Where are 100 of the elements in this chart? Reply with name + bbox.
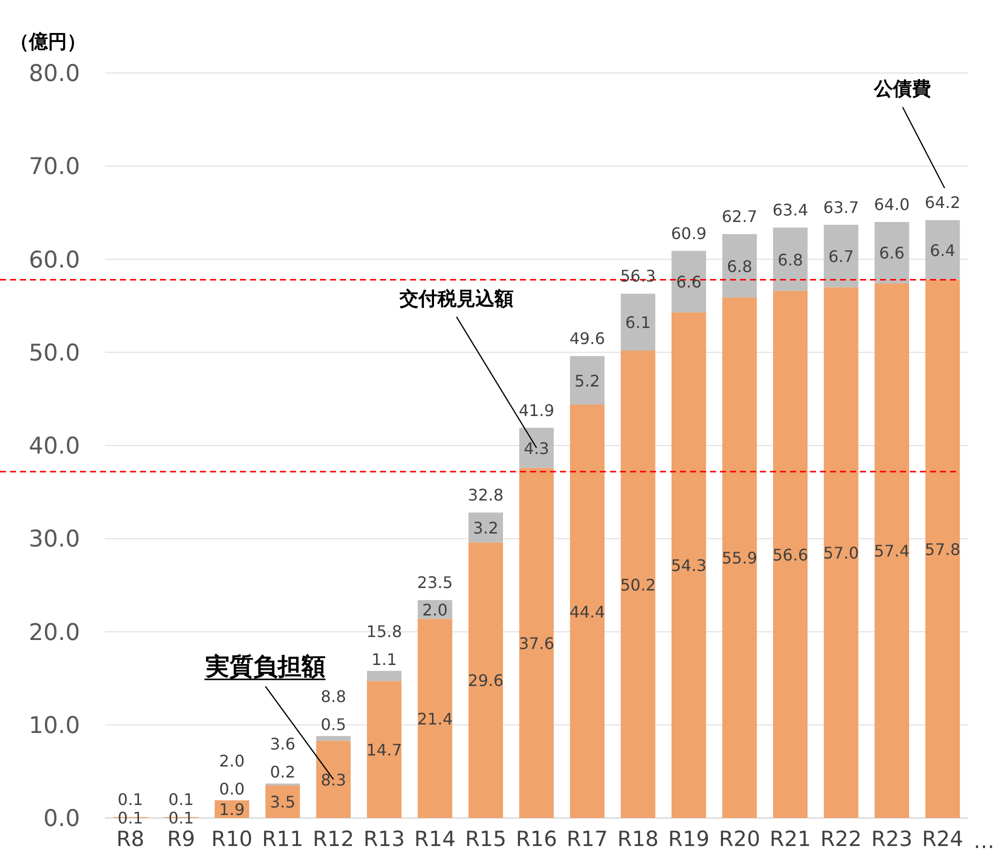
data-label: 44.4 xyxy=(569,602,606,622)
bar xyxy=(570,404,605,818)
y-tick-label: 20.0 xyxy=(28,620,80,646)
total-label: 63.4 xyxy=(772,200,808,220)
bar xyxy=(672,312,706,818)
data-label: 56.6 xyxy=(772,545,808,564)
data-label: 57.0 xyxy=(823,544,859,563)
x-tick-label: R10 xyxy=(211,827,253,851)
bar xyxy=(366,681,402,818)
total-label: 2.0 xyxy=(219,751,245,770)
x-tick-label: R18 xyxy=(617,827,659,851)
total-label: 8.8 xyxy=(320,687,346,706)
data-label: 57.8 xyxy=(924,540,960,559)
y-tick-label: 80.0 xyxy=(28,61,80,87)
data-label: 6.7 xyxy=(828,246,854,266)
x-tick-label: R16 xyxy=(516,827,558,851)
data-label: 6.4 xyxy=(930,240,956,260)
total-label: 63.7 xyxy=(823,198,859,217)
bar xyxy=(316,736,351,741)
data-label: 6.6 xyxy=(676,272,702,292)
total-label: 60.9 xyxy=(670,224,707,243)
bar xyxy=(316,740,351,818)
y-tick-label: 40.0 xyxy=(28,434,80,460)
data-label: 5.2 xyxy=(574,371,600,390)
data-label: 2.0 xyxy=(422,600,448,620)
bar xyxy=(366,670,402,682)
x-tick-label: R9 xyxy=(167,827,196,851)
bar xyxy=(874,283,910,818)
annotation: 公債費 xyxy=(873,78,932,100)
data-label: 0.0 xyxy=(219,779,245,798)
data-label: 6.8 xyxy=(726,256,752,276)
total-label: 15.8 xyxy=(366,622,402,641)
bar xyxy=(468,542,503,818)
text: … xyxy=(974,829,994,851)
data-label: 29.6 xyxy=(468,671,504,690)
x-tick-label: R13 xyxy=(364,827,405,851)
data-label: 54.3 xyxy=(670,556,707,576)
y-axis-title: （億円） xyxy=(10,31,86,53)
total-label: 64.2 xyxy=(924,193,960,212)
bar xyxy=(620,350,656,818)
data-label: 1.1 xyxy=(371,650,397,669)
data-label: 21.4 xyxy=(417,709,453,728)
x-tick-label: R19 xyxy=(668,827,710,851)
total-label: 64.0 xyxy=(874,195,910,214)
data-label: 6.6 xyxy=(879,244,905,263)
y-tick-label: 60.0 xyxy=(28,247,80,274)
data-label: 0.5 xyxy=(320,715,346,734)
data-label: 14.7 xyxy=(366,740,402,760)
total-label: 23.5 xyxy=(417,573,453,592)
text: 交付税見込額 xyxy=(398,288,514,310)
data-label: 0.1 xyxy=(168,790,194,810)
x-tick-label: R11 xyxy=(262,827,304,851)
x-tick-label: R8 xyxy=(116,827,144,851)
data-label: 6.1 xyxy=(625,313,651,332)
total-label: 3.6 xyxy=(270,734,296,754)
data-label: 0.2 xyxy=(270,762,296,782)
y-tick-label: 70.0 xyxy=(28,154,80,180)
data-label: 0.1 xyxy=(118,790,144,810)
bar xyxy=(570,356,605,405)
data-label: 57.4 xyxy=(874,542,910,561)
bar xyxy=(722,297,757,818)
total-label: 62.7 xyxy=(722,207,758,226)
bar xyxy=(773,228,808,291)
x-tick-label: R17 xyxy=(566,827,608,851)
bar xyxy=(874,222,910,284)
bar xyxy=(672,250,706,312)
x-tick-label: R23 xyxy=(871,827,913,851)
data-label: 50.2 xyxy=(620,575,656,594)
bar xyxy=(519,428,554,468)
data-label: 3.2 xyxy=(473,518,498,538)
bar xyxy=(468,512,503,542)
bar xyxy=(925,280,960,818)
bar xyxy=(824,287,858,818)
x-tick-label: R22 xyxy=(820,827,862,851)
x-tick-label: R15 xyxy=(465,827,506,851)
y-tick-label: 50.0 xyxy=(28,340,80,366)
x-tick-label: R14 xyxy=(414,827,456,851)
bar xyxy=(773,290,808,818)
bar xyxy=(265,785,300,818)
x-tick-label: R20 xyxy=(718,827,760,851)
x-tick-label: R24 xyxy=(922,827,964,851)
bar xyxy=(418,618,452,818)
bar xyxy=(722,234,757,298)
total-label: 32.8 xyxy=(468,486,504,505)
total-label: 49.6 xyxy=(569,329,606,348)
series-label: 実質負担額 xyxy=(204,652,326,680)
data-label: 1.9 xyxy=(219,800,245,820)
data-label: 55.9 xyxy=(722,548,758,568)
bar xyxy=(824,224,858,288)
data-label: 3.5 xyxy=(270,792,296,812)
y-tick-label: 30.0 xyxy=(28,526,80,553)
data-label: 8.3 xyxy=(320,770,346,790)
data-label: 37.6 xyxy=(518,634,554,653)
y-tick-label: 10.0 xyxy=(28,712,80,739)
total-label: 41.9 xyxy=(518,400,554,420)
bar xyxy=(519,468,554,818)
bar xyxy=(620,294,656,351)
data-label: 6.8 xyxy=(778,250,804,270)
y-tick-label: 0.0 xyxy=(43,806,80,832)
data-label: 4.3 xyxy=(524,438,550,458)
